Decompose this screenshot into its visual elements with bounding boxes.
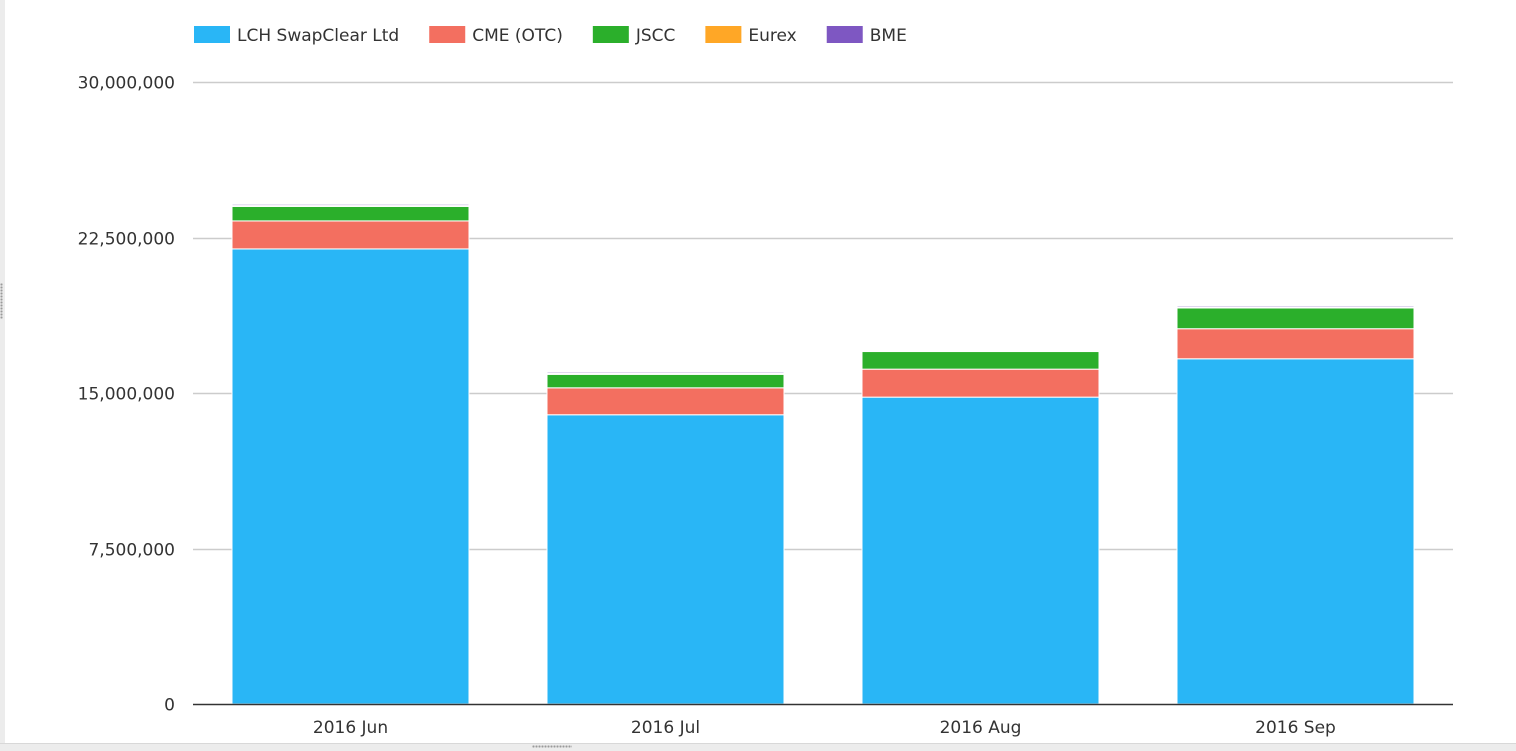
y-tick-label: 7,500,000 [88, 541, 175, 561]
left-resize-handle[interactable] [0, 283, 3, 319]
x-tick-label: 2016 Jul [631, 718, 700, 738]
x-tick-label: 2016 Jun [313, 718, 388, 738]
y-tick-label: 22,500,000 [78, 230, 175, 250]
bar-segment[interactable] [546, 373, 785, 389]
y-tick-label: 0 [164, 696, 175, 716]
legend-swatch [592, 26, 629, 43]
y-tick-label: 15,000,000 [78, 385, 175, 405]
bar-segment[interactable] [231, 205, 470, 222]
bars [231, 203, 1415, 705]
bar-segment[interactable] [1176, 307, 1415, 330]
legend-item[interactable]: CME (OTC) [429, 26, 563, 46]
y-tick-label: 30,000,000 [78, 74, 175, 94]
bar-segment[interactable] [1176, 358, 1415, 705]
bottom-panel-edge [0, 743, 1516, 751]
x-tick-label: 2016 Aug [940, 718, 1022, 738]
legend-swatch [705, 26, 742, 43]
legend-label: BME [870, 26, 907, 46]
legend-label: JSCC [635, 26, 676, 46]
bar-segment[interactable] [231, 248, 470, 705]
legend-swatch [826, 26, 863, 43]
bar-segment[interactable] [861, 368, 1100, 398]
axes: 0 7,500,000 15,000,000 22,500,000 30,000,000… [78, 74, 1453, 738]
x-tick-label: 2016 Sep [1255, 718, 1336, 738]
bar-segment[interactable] [546, 414, 785, 705]
left-panel-edge [0, 0, 5, 750]
bar-segment[interactable] [231, 220, 470, 250]
bar-segment[interactable] [861, 349, 1100, 352]
bottom-resize-handle[interactable] [532, 745, 572, 748]
legend-label: CME (OTC) [472, 26, 563, 46]
legend-item[interactable]: LCH SwapClear Ltd [194, 26, 399, 46]
bar-segment[interactable] [1176, 305, 1415, 308]
bar-segment[interactable] [861, 351, 1100, 370]
legend-item[interactable]: JSCC [592, 26, 676, 46]
legend-label: LCH SwapClear Ltd [237, 26, 399, 46]
bar-segment[interactable] [1176, 328, 1415, 360]
legend-label: Eurex [748, 26, 796, 46]
legend-item[interactable]: Eurex [705, 26, 797, 46]
legend-item[interactable]: BME [826, 26, 907, 46]
legend-swatch [194, 26, 230, 43]
legend: LCH SwapClear Ltd CME (OTC) JSCC Eurex BME [194, 26, 907, 46]
bar-segment[interactable] [546, 371, 785, 375]
bar-segment[interactable] [546, 387, 785, 416]
legend-swatch [429, 26, 466, 43]
bar-segment[interactable] [231, 203, 470, 207]
bar-segment[interactable] [861, 396, 1100, 705]
